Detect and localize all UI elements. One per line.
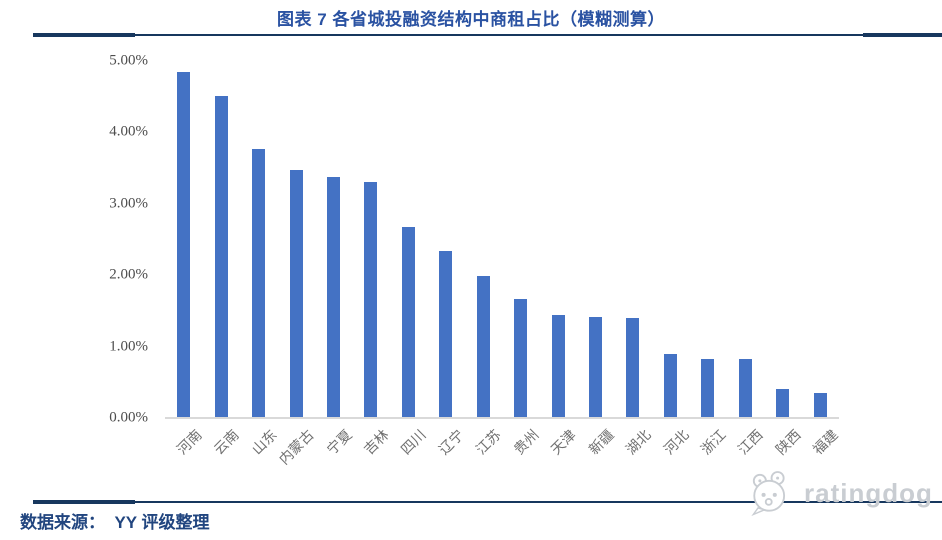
data-source-label: 数据来源： YY 评级整理 (20, 513, 210, 532)
y-tick-label: 0.00% (109, 409, 148, 426)
header-rule-accent-left (33, 33, 135, 37)
x-tick-label: 福建 (811, 427, 842, 459)
bar-slot (315, 61, 352, 418)
bar-河南 (177, 71, 191, 418)
bar-福建 (813, 393, 827, 418)
y-tick-label: 3.00% (109, 195, 148, 212)
bars (165, 61, 839, 418)
header-rule-accent-right (863, 33, 942, 37)
bar-云南 (214, 96, 228, 418)
bar-slot (165, 61, 202, 418)
x-tick-label: 四川 (399, 427, 430, 459)
x-tick-label: 吉林 (361, 427, 393, 459)
x-axis: 河南 云南 山东 内蒙古 宁夏 吉林 四川 辽宁 江苏 贵州 天津 新疆 湖北 河北 浙江 江西 陕西 福建 (165, 420, 842, 495)
x-tick-label: 河南 (174, 427, 206, 459)
bar-河北 (663, 354, 677, 418)
plot-area (165, 61, 839, 419)
bar-slot (764, 61, 801, 418)
bar-slot (427, 61, 464, 418)
x-tick-label: 江西 (736, 427, 767, 459)
y-tick-label: 1.00% (109, 338, 148, 355)
bar-新疆 (589, 316, 603, 418)
bar-浙江 (701, 358, 715, 418)
bar-江西 (738, 359, 752, 418)
brand-name: ratingdog (804, 477, 933, 508)
bar-slot (539, 61, 576, 418)
y-axis: 0.00% 1.00% 2.00% 3.00% 4.00% 5.00% (0, 53, 148, 426)
bar-slot (352, 61, 389, 418)
brand-watermark: ratingdog (744, 470, 933, 516)
bar-湖北 (626, 318, 640, 418)
x-tick-label: 贵州 (511, 427, 543, 459)
bar-山东 (252, 148, 266, 418)
bar-slot (577, 61, 614, 418)
bar-slot (202, 61, 239, 418)
bar-slot (240, 61, 277, 418)
bar-slot (502, 61, 539, 418)
bar-吉林 (364, 182, 378, 418)
bar-slot (390, 61, 427, 418)
y-tick-label: 5.00% (109, 52, 148, 69)
x-tick-label: 新疆 (586, 427, 618, 459)
bar-宁夏 (326, 176, 340, 418)
y-tick-label: 4.00% (109, 123, 148, 140)
footer-rule (33, 501, 942, 503)
footer-rule-accent-left (33, 500, 135, 504)
bar-slot (689, 61, 726, 418)
bar-slot (614, 61, 651, 418)
x-tick-label: 浙江 (698, 427, 730, 459)
bar-贵州 (514, 299, 528, 418)
bar-内蒙古 (289, 169, 303, 418)
x-tick-label: 河北 (661, 427, 692, 459)
bar-slot (727, 61, 764, 418)
chart-title: 图表 7 各省城投融资结构中商租占比（模糊测算） (277, 10, 665, 29)
bar-陕西 (776, 389, 790, 418)
bar-四川 (401, 227, 415, 418)
x-tick-label: 湖北 (624, 427, 655, 459)
x-tick-label: 江苏 (474, 427, 505, 459)
x-tick-label: 辽宁 (436, 427, 468, 459)
x-axis-line (165, 417, 839, 419)
x-tick-label: 陕西 (773, 427, 805, 459)
x-tick-label: 内蒙古 (277, 427, 318, 469)
bar-slot (652, 61, 689, 418)
bar-天津 (551, 315, 565, 418)
bar-slot (801, 61, 838, 418)
bar-江苏 (476, 275, 490, 418)
bar-slot (465, 61, 502, 418)
x-tick-label: 云南 (212, 427, 243, 459)
bar-slot (277, 61, 314, 418)
bar-辽宁 (439, 250, 453, 418)
x-tick-label: 宁夏 (324, 427, 355, 459)
dog-face-icon (751, 471, 786, 516)
x-tick-label: 天津 (549, 427, 580, 459)
y-tick-label: 2.00% (109, 266, 148, 283)
header-rule (36, 34, 942, 36)
